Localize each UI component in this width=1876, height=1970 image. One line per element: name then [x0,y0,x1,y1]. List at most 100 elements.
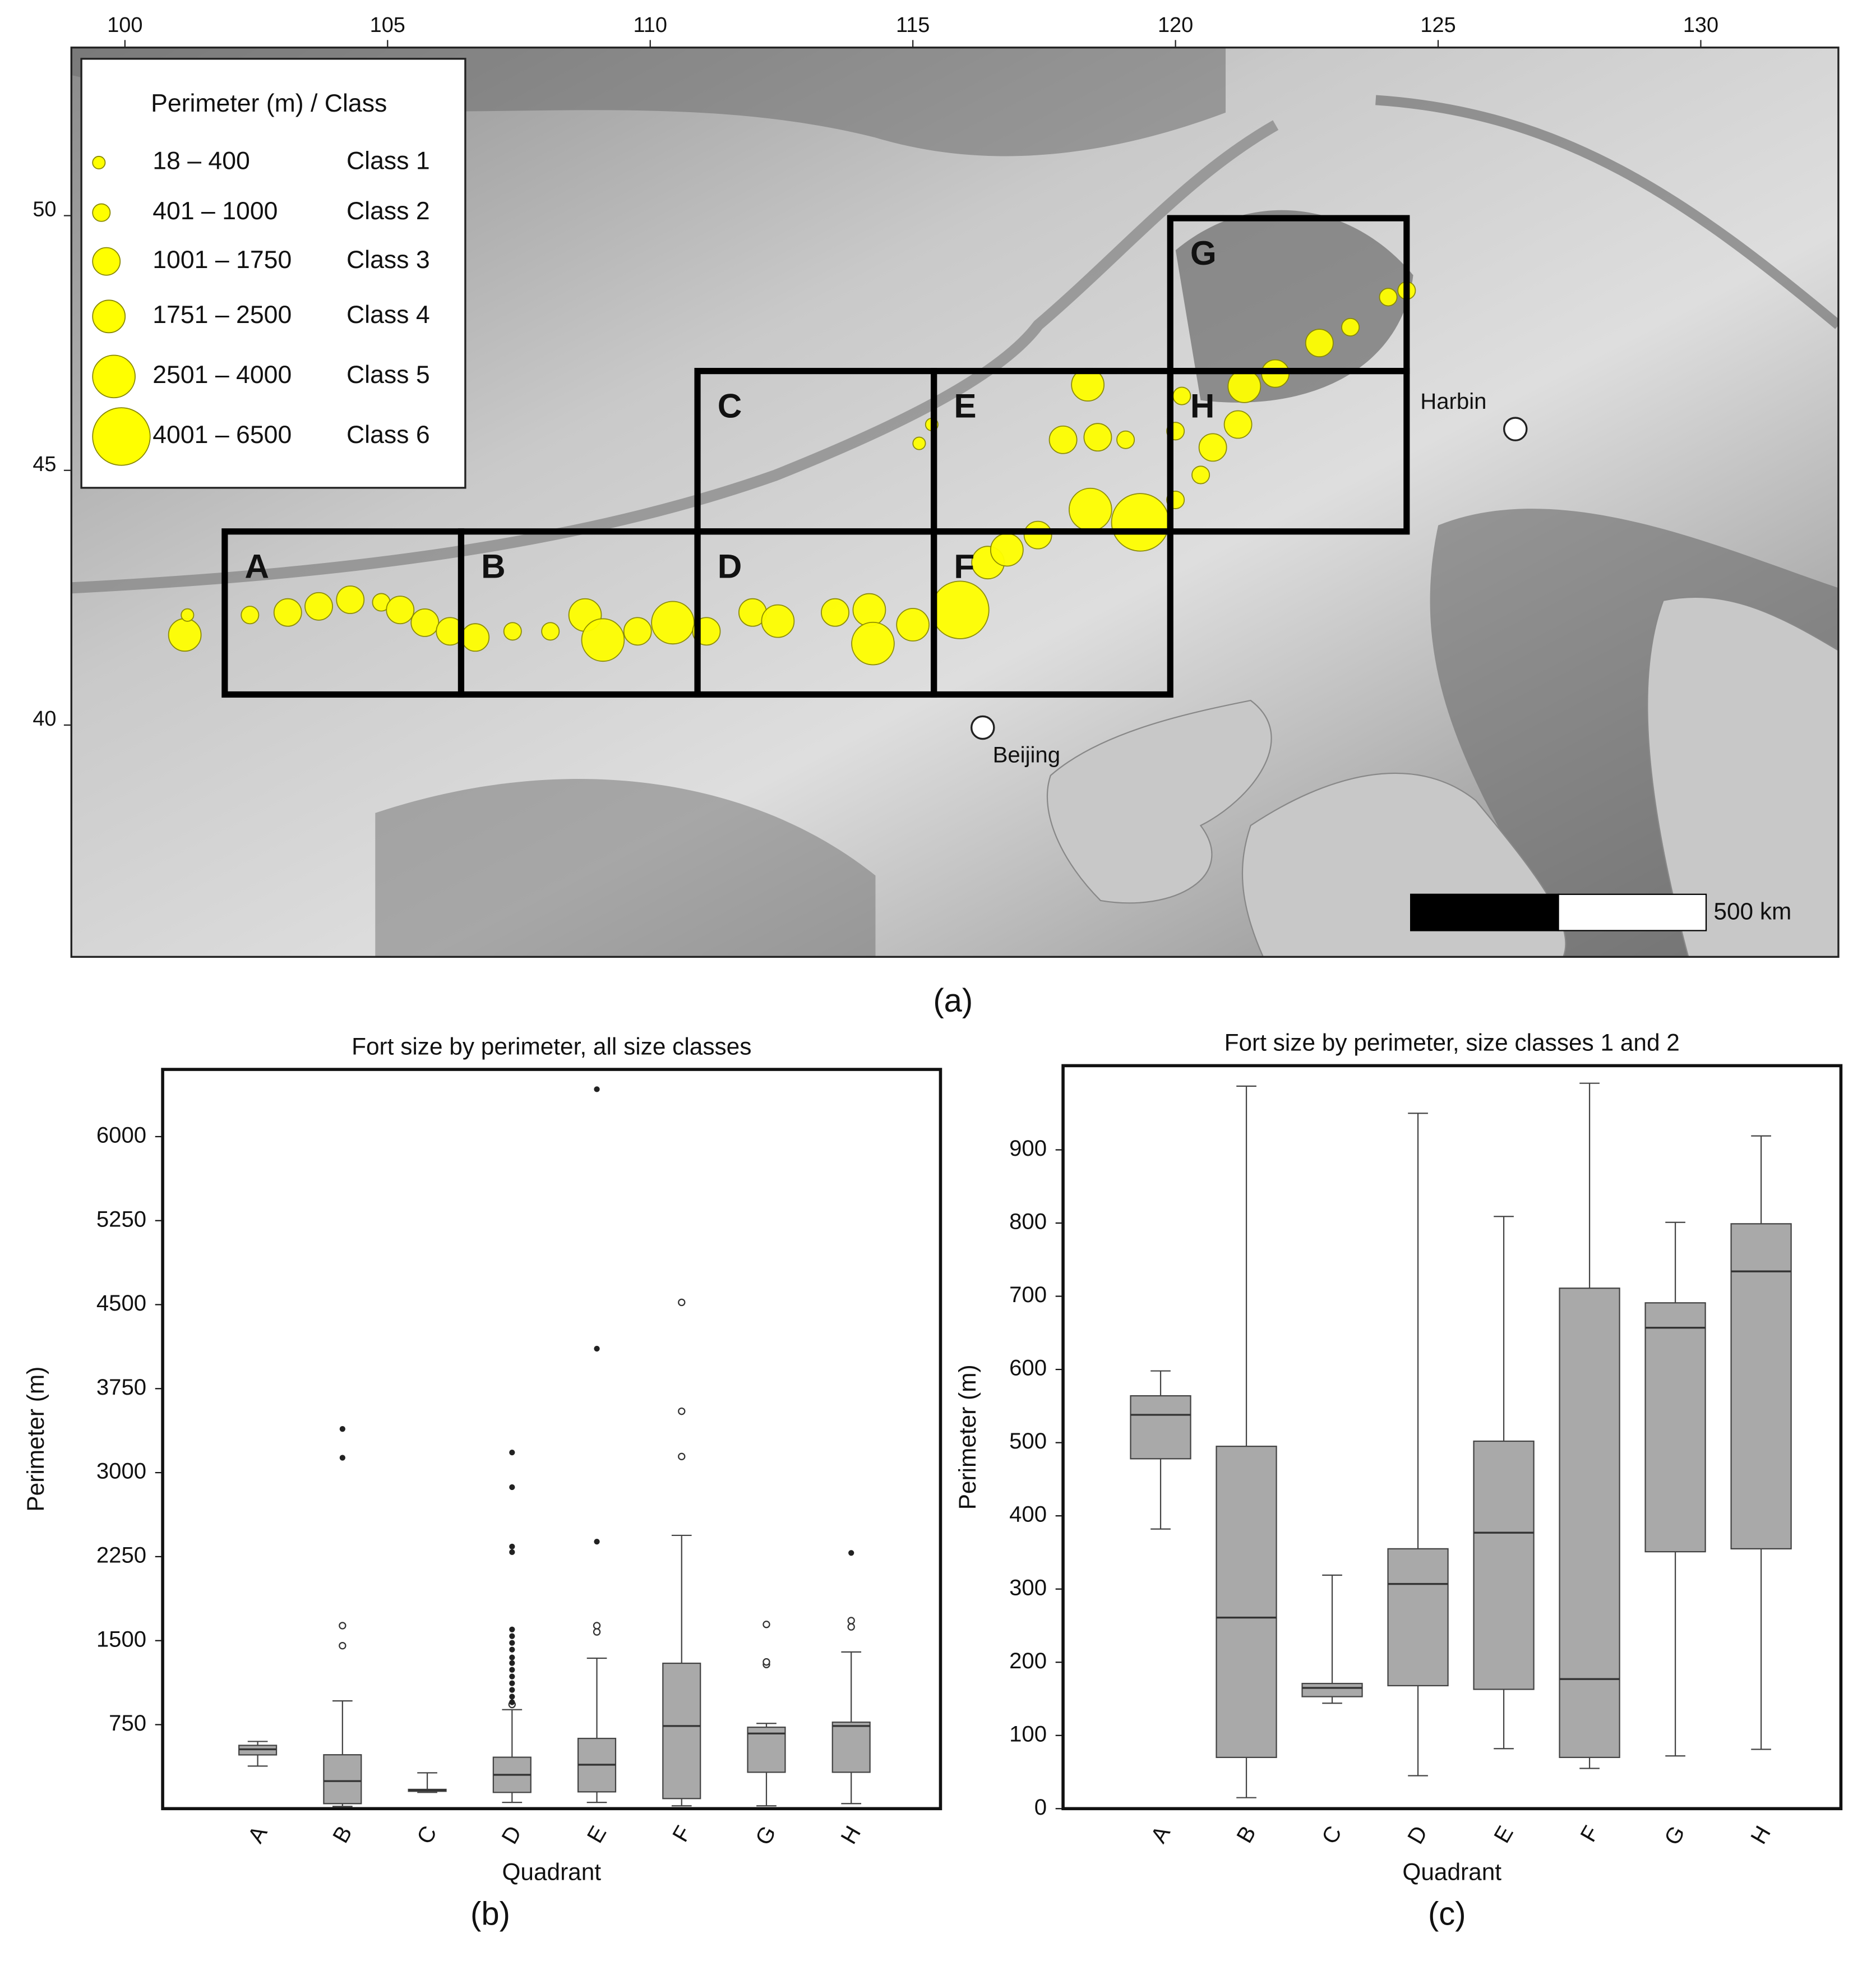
river [1375,95,1838,329]
city [971,715,995,740]
y-tick-label: 3000 [96,1459,146,1484]
x-tick-label: H [1746,1821,1776,1848]
x-axis-label: Quadrant [1402,1858,1501,1885]
mountains [1175,210,1413,403]
box [1216,1446,1277,1759]
fort [821,598,849,627]
fort [304,592,333,621]
x-tick-label: C [412,1821,442,1848]
y-tick-label: 6000 [96,1123,146,1148]
outlier [678,1452,686,1461]
fort [386,596,415,625]
caption: (c) [1428,1896,1466,1932]
fort [503,622,522,641]
x-tick-label: F [667,1821,696,1846]
fort [541,622,560,641]
city-label: Beijing [993,742,1060,767]
legend-marker [92,203,111,222]
legend-range: 4001 – 6500 [153,421,292,449]
legend-marker [92,247,121,276]
quadrant [931,528,1173,698]
box [1387,1548,1449,1687]
y-axis-label: Perimeter (m) [22,1367,49,1512]
fort [461,623,490,652]
box [1301,1682,1363,1697]
outlier [339,1622,346,1630]
legend-class: Class 5 [346,361,430,389]
y-tick-label: 45 [33,453,56,476]
quadrant-label: A [245,547,270,585]
x-tick-label: 115 [896,13,930,37]
legend-marker [92,299,126,334]
river [71,120,1279,594]
fort [336,585,365,614]
outlier [509,1646,515,1653]
box [662,1662,701,1800]
outlier [509,1543,515,1550]
chart-title: Fort size by perimeter, size classes 1 a… [1225,1030,1680,1056]
outlier [509,1549,515,1556]
quadrant-label: E [954,386,976,425]
outlier [594,1538,600,1545]
scale-label: 500 km [1713,898,1791,924]
legend-range: 401 – 1000 [153,197,278,225]
outlier [509,1680,515,1686]
quadrant-label: H [1190,386,1215,425]
y-axis-label: Perimeter (m) [954,1364,981,1510]
box [1730,1223,1792,1549]
y-tick-label: 400 [1009,1502,1047,1527]
legend-range: 1001 – 1750 [153,246,292,274]
outlier [339,1641,346,1650]
legend-class: Class 4 [346,301,430,329]
quadrant-label: C [718,386,742,425]
box [1644,1302,1706,1553]
fort [1111,493,1170,552]
outlier [678,1298,686,1307]
outlier [509,1633,515,1639]
legend-class: Class 2 [346,197,430,225]
y-tick-label: 0 [1034,1794,1047,1820]
scale-bar [1410,893,1559,931]
fort [852,593,886,627]
fort [1069,487,1112,532]
box [323,1754,362,1805]
y-tick-label: 700 [1009,1282,1047,1307]
y-tick-label: 5250 [96,1206,146,1231]
x-tick-label: F [1575,1821,1604,1846]
legend-class: Class 3 [346,246,430,274]
fort [851,621,895,666]
x-tick-label: 130 [1683,13,1718,37]
fort [241,606,260,625]
x-tick-label: G [750,1821,781,1849]
outlier [678,1407,686,1415]
y-tick-label: 300 [1009,1575,1047,1600]
box [1130,1395,1191,1460]
city-label: Harbin [1420,389,1486,414]
box [1559,1288,1620,1759]
fort [168,618,202,652]
fort [896,608,930,642]
legend-box [80,58,466,489]
outlier [509,1660,515,1666]
outlier [339,1455,345,1461]
outlier [509,1694,515,1700]
x-tick-label: 110 [634,13,667,37]
fort [410,608,440,637]
outlier [509,1626,515,1632]
fort [1048,425,1078,454]
y-tick-label: 2250 [96,1542,146,1567]
outlier [594,1345,600,1352]
quadrant-label: F [954,547,974,585]
box [1473,1440,1535,1690]
y-tick-label: 40 [33,707,56,731]
quadrant-label: G [1190,234,1217,272]
plot-frame [1061,1064,1843,1811]
quadrant-label: D [718,547,742,585]
outlier [509,1484,515,1491]
y-tick-label: 1500 [96,1626,146,1651]
fort [1172,386,1191,405]
city [1503,417,1528,441]
box [747,1726,786,1773]
fort [1227,369,1262,403]
